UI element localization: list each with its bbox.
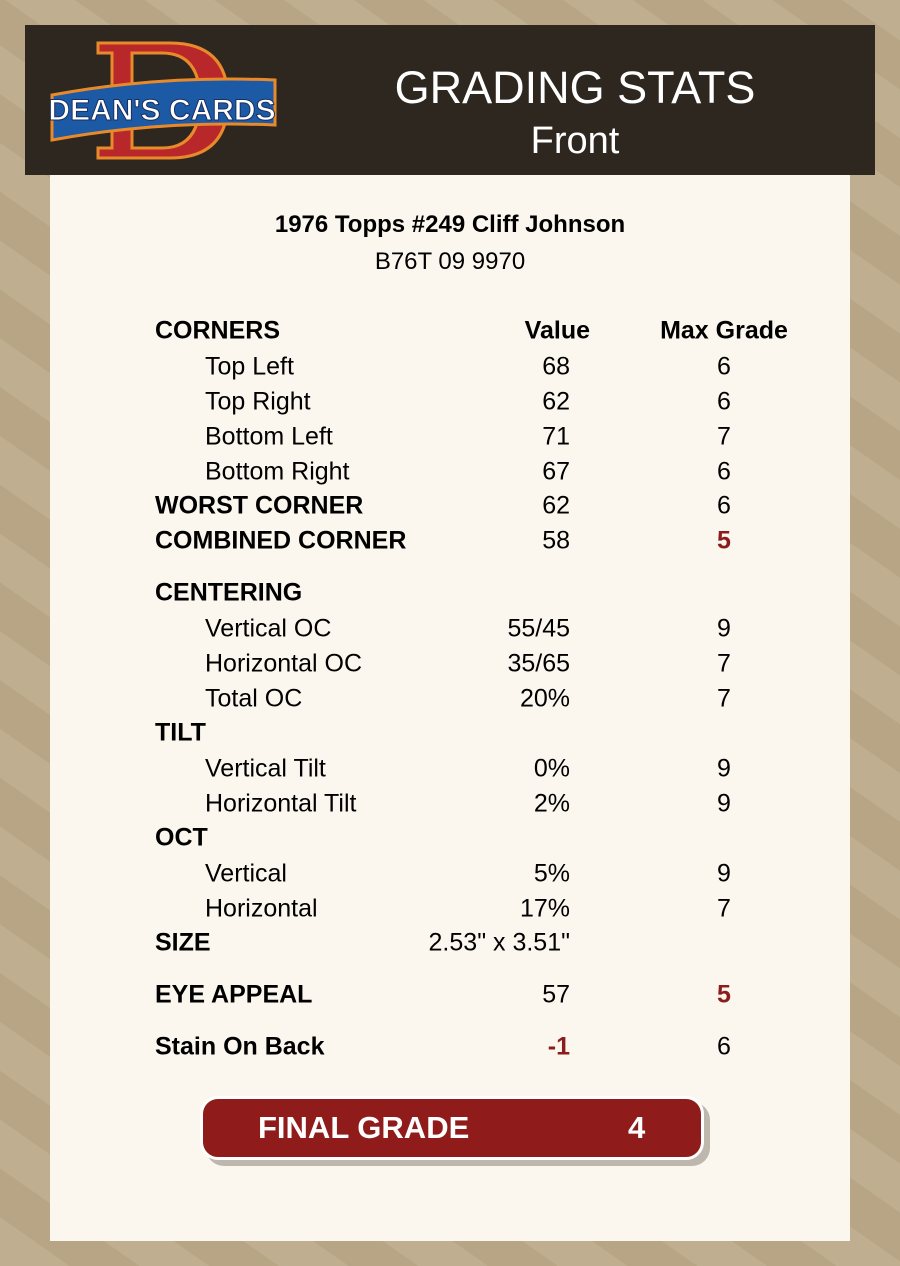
row-label: TILT: [155, 718, 206, 747]
row-label: Bottom Right: [205, 457, 350, 486]
row-max-grade: 7: [717, 649, 731, 678]
row-max-grade: 9: [717, 614, 731, 643]
row-label: Vertical Tilt: [205, 754, 326, 783]
row-label: Vertical: [205, 859, 287, 888]
row-value: 57: [542, 980, 570, 1009]
row-label: Top Right: [205, 387, 311, 416]
row-label: CENTERING: [155, 578, 303, 607]
row-max-grade: 7: [717, 422, 731, 451]
row-max-grade: 6: [717, 491, 731, 520]
row-max-grade: 6: [717, 1032, 731, 1061]
row-max-grade: 9: [717, 754, 731, 783]
value-column-header: Value: [524, 316, 590, 345]
deans-cards-logo: DEAN'S CARDS: [50, 41, 277, 160]
row-value: 55/45: [507, 614, 570, 643]
page-title: GRADING STATS: [394, 62, 756, 113]
card-id: B76T 09 9970: [374, 248, 526, 275]
row-label: Bottom Left: [205, 422, 333, 451]
max-grade-column-header: Max Grade: [660, 316, 788, 345]
row-label: Total OC: [205, 684, 303, 713]
row-value: 67: [542, 457, 570, 486]
row-max-grade: 6: [717, 352, 731, 381]
card-name: 1976 Topps #249 Cliff Johnson: [274, 211, 626, 238]
row-label: Vertical OC: [205, 614, 332, 643]
row-value: 35/65: [507, 649, 570, 678]
row-value: 2%: [533, 789, 570, 818]
row-value: 62: [542, 387, 570, 416]
row-value: 20%: [519, 684, 570, 713]
row-label: EYE APPEAL: [155, 980, 313, 1009]
row-value: 17%: [519, 894, 570, 923]
row-max-grade: 5: [717, 526, 731, 555]
row-label: SIZE: [155, 928, 211, 957]
row-max-grade: 5: [717, 980, 731, 1009]
final-grade-label: FINAL GRADE: [258, 1110, 470, 1145]
row-value: -1: [547, 1032, 570, 1061]
row-label: WORST CORNER: [155, 491, 364, 520]
row-value: 0%: [533, 754, 570, 783]
row-max-grade: 7: [717, 894, 731, 923]
row-label: Horizontal Tilt: [205, 789, 357, 818]
row-max-grade: 9: [717, 789, 731, 818]
final-grade-bar: FINAL GRADE 4: [200, 1096, 704, 1160]
row-value: 71: [542, 422, 570, 451]
row-value: 68: [542, 352, 570, 381]
row-max-grade: 7: [717, 684, 731, 713]
row-label: CORNERS: [155, 316, 281, 345]
row-max-grade: 6: [717, 387, 731, 416]
svg-text:DEAN'S CARDS: DEAN'S CARDS: [50, 94, 276, 127]
row-value: 5%: [533, 859, 570, 888]
row-label: OCT: [155, 823, 208, 852]
row-value: 58: [542, 526, 570, 555]
row-value: 62: [542, 491, 570, 520]
row-label: Stain On Back: [155, 1032, 325, 1061]
row-label: Top Left: [205, 352, 294, 381]
final-grade-value: 4: [628, 1110, 646, 1145]
row-label: Horizontal: [205, 894, 318, 923]
row-max-grade: 9: [717, 859, 731, 888]
row-max-grade: 6: [717, 457, 731, 486]
row-value: 2.53" x 3.51": [428, 928, 570, 957]
row-label: Horizontal OC: [205, 649, 362, 678]
stats-panel: [50, 175, 850, 1241]
row-label: COMBINED CORNER: [155, 526, 407, 555]
page-subtitle: Front: [530, 120, 620, 162]
